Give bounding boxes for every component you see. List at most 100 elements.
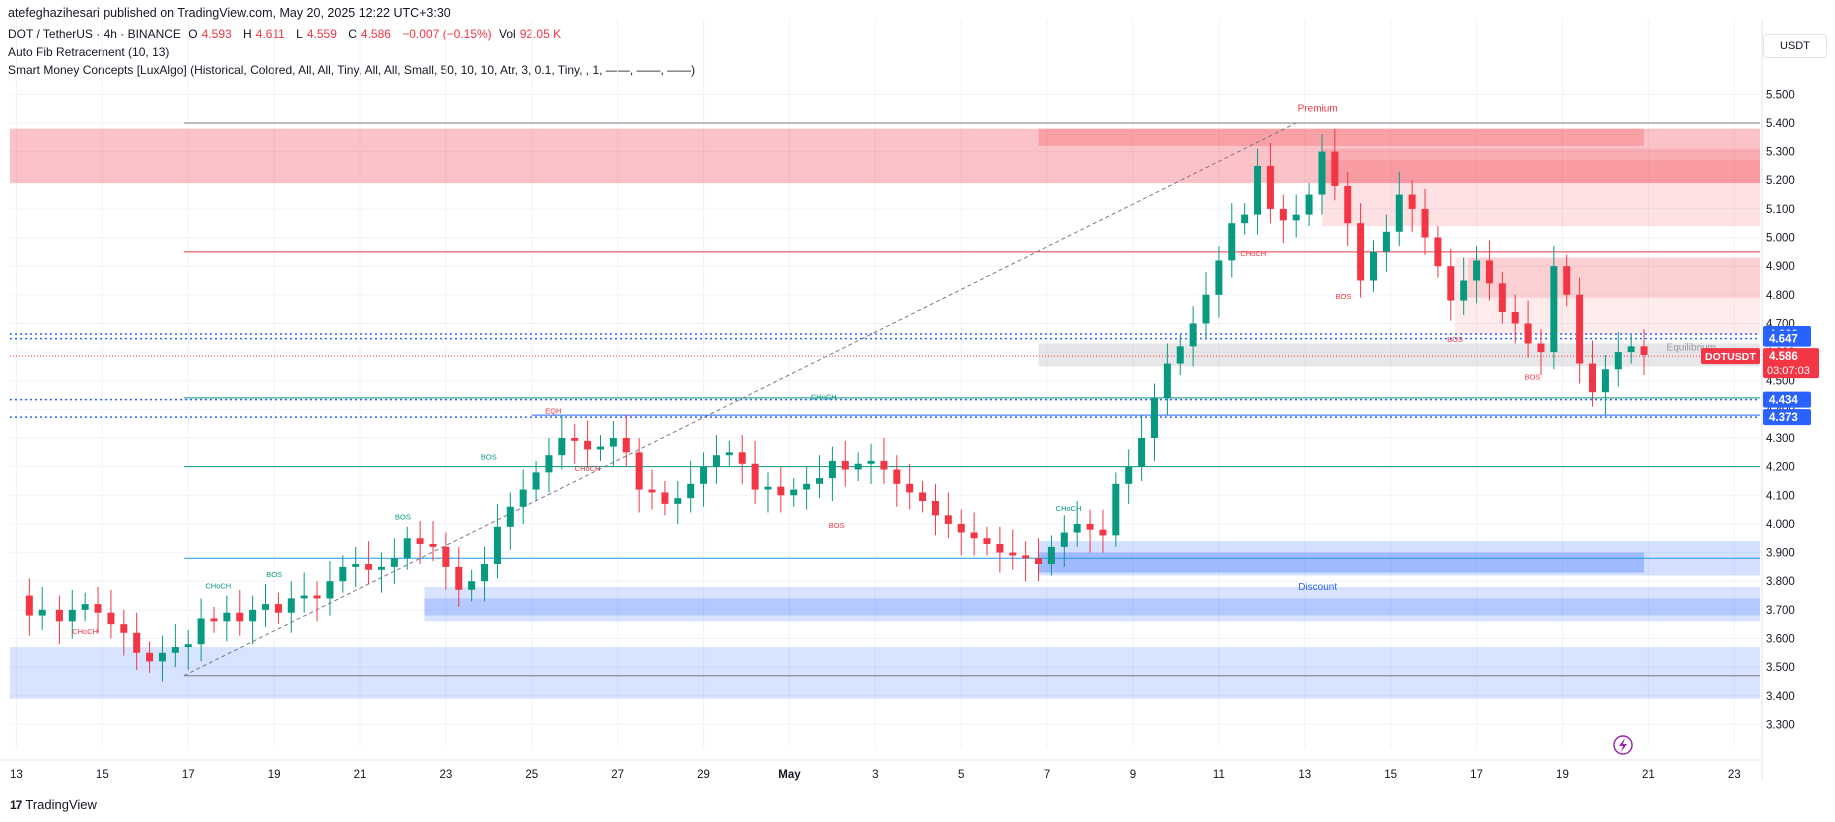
y-tick-label: 3.300 [1766,719,1795,731]
equilibrium-label: Equilibrium [1667,343,1716,354]
x-tick-label: 23 [1728,769,1741,781]
candle-body [919,492,927,502]
supply-zone-mid [1467,257,1760,298]
candle-body [1627,346,1635,353]
price-tag [1763,409,1811,426]
candle-body [867,460,875,464]
candle-body [1060,532,1068,547]
candle-body [661,492,669,504]
candle-body [223,612,231,622]
candle-body [764,486,772,490]
candle-body [1395,194,1403,232]
candle-body [1292,214,1300,221]
x-tick-label: 19 [1556,769,1569,781]
candle-body [365,564,373,570]
candle-body [377,566,385,570]
label-layer: CHoCH CHoCH BOS BOS BOS EQH CHoCH BOS CHoCH CHoCH… [72,104,1716,637]
candle-body [674,498,682,504]
discount-label: Discount [1298,582,1337,593]
indicator-fib[interactable]: Auto Fib Retracement (10, 13) [8,45,170,59]
candle-body [751,463,759,490]
low-value: L 4.559 [296,27,341,41]
candle-body [262,604,270,610]
high-label: H [243,27,252,41]
candle-body [1498,283,1506,312]
candle-body [1099,529,1107,536]
candle-body [1073,523,1081,533]
structure-label: CHoCH [1240,249,1266,258]
symbol-tag [1701,348,1760,365]
candle-body [1176,346,1184,364]
low-label: L [296,27,303,41]
price-tag [1763,330,1811,347]
supply-zone-inner [1321,160,1760,184]
symbol-tag-text: DOTUSDT [1705,351,1756,363]
candle-body [38,609,46,616]
x-tick-label: 27 [611,769,624,781]
candle-body [1369,251,1377,281]
indicator-smc[interactable]: Smart Money Concepts [LuxAlgo] (Historic… [8,63,696,77]
high-value: H 4.611 [243,27,289,41]
candle-body [1473,260,1481,281]
candle-body [1009,552,1017,556]
candle-body [506,506,514,527]
candle-body [609,438,617,447]
candle-body [1125,466,1133,484]
candle-body [712,455,720,467]
candle-body [931,501,939,516]
lightning-icon[interactable] [1613,735,1633,755]
x-tick-label: 5 [958,769,964,781]
y-tick-label: 4.100 [1766,490,1795,502]
y-tick-label: 3.800 [1766,576,1795,588]
candle-body [133,632,141,653]
candle-body [1601,369,1609,393]
candle-body [790,489,798,496]
chart-header: atefeghazihesari published on TradingVie… [8,6,695,81]
candle-body [1331,151,1339,186]
candle-body [1563,266,1571,295]
supply-zone-low [1455,257,1760,335]
candle-body [25,595,33,616]
structure-label: BOS [1447,335,1463,344]
x-tick-label: 3 [872,769,878,781]
candle-body [158,652,166,662]
candle-body [1305,194,1313,215]
structure-label: EQH [545,407,561,416]
x-tick-label: 9 [1130,769,1136,781]
y-axis: 5.500 5.400 5.300 5.200 5.100 5.000 4.900 4.800… [1761,20,1795,780]
candle-body [442,546,450,567]
candle-body [996,543,1004,553]
symbol-title[interactable]: DOT / TetherUS · 4h · BINANCE [8,27,181,41]
candle-body [171,647,179,653]
candle-body [803,483,811,490]
structure-label: BOS [266,570,282,579]
symbol-ohlc-line: DOT / TetherUS · 4h · BINANCE O 4.593 H 4.… [8,27,695,45]
y-tick-label: 5.200 [1766,175,1795,187]
x-tick-label: 15 [1384,769,1397,781]
x-tick-label: 15 [96,769,109,781]
candle-body [68,609,76,622]
candle-body [1150,397,1158,439]
candle-body [596,446,604,450]
currency-button[interactable]: USDT [1763,34,1827,58]
candle-body [622,438,630,453]
candle-body [970,532,978,539]
candle-body [1254,165,1262,215]
candle-body [584,440,592,450]
y-tick-label: 3.400 [1766,691,1795,703]
x-tick-label: 23 [439,769,452,781]
structure-label: CHoCH [811,392,837,401]
x-tick-label: 7 [1044,769,1050,781]
candle-body [1086,523,1094,530]
candle-body [300,595,308,599]
x-tick-label: 19 [268,769,281,781]
candle-body [352,564,360,567]
structure-label: BOS [481,452,497,461]
tradingview-logo[interactable]: 17 TradingView [10,797,97,812]
structure-label: BOS [1524,372,1540,381]
candle-body [854,463,862,470]
open-label: O [188,27,198,41]
candle-body [455,566,463,590]
